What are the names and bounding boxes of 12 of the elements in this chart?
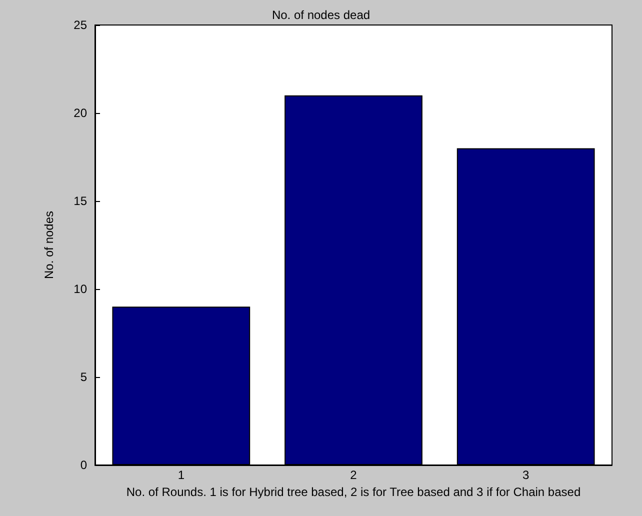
x-tick-label: 3 xyxy=(522,468,530,482)
x-tick-label: 2 xyxy=(350,468,358,482)
y-tick-label: 25 xyxy=(74,18,88,32)
chart-title: No. of nodes dead xyxy=(272,8,370,22)
y-axis-title: No. of nodes xyxy=(42,210,56,280)
y-tick-label: 5 xyxy=(80,370,88,384)
y-tick-label: 20 xyxy=(74,106,88,120)
x-tick-label: 1 xyxy=(178,468,185,482)
x-axis-title: No. of Rounds. 1 is for Hybrid tree based, 2 is for Tree based and 3 if for Chain based xyxy=(126,484,581,499)
y-tick-label: 0 xyxy=(80,458,88,472)
y-tick-label: 15 xyxy=(74,194,88,208)
y-tick-label: 10 xyxy=(74,282,88,296)
